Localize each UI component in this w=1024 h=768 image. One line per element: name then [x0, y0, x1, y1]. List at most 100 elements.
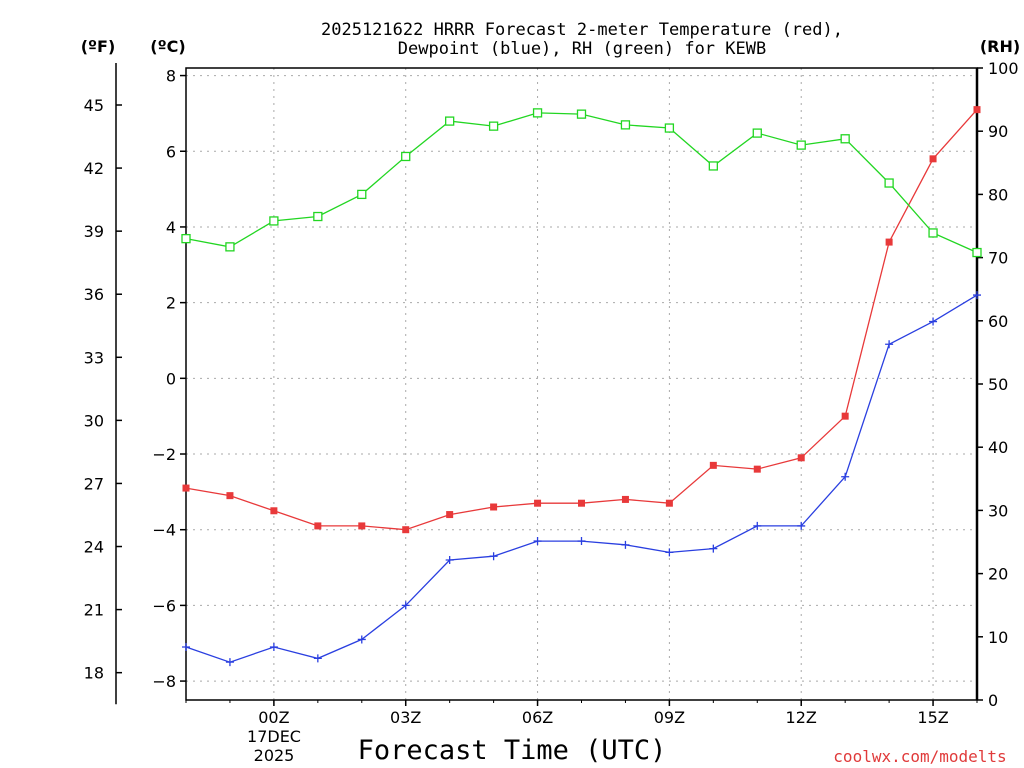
dewpoint-point	[797, 521, 806, 530]
rh-tick-label: 20	[988, 565, 1008, 584]
2-meter-temperature-point	[841, 412, 849, 420]
rh-point	[928, 228, 938, 238]
2-meter-temperature-point	[358, 522, 366, 530]
2-meter-temperature-point	[885, 238, 893, 246]
rh-point	[181, 233, 191, 244]
rh-point	[796, 140, 806, 150]
celsius-tick-label: 0	[166, 369, 176, 388]
celsius-tick-label: −2	[152, 445, 176, 464]
rh-tick-label: 80	[988, 185, 1008, 204]
2-meter-temperature-point	[182, 484, 190, 492]
rh-tick-label: 30	[988, 501, 1008, 520]
2-meter-temperature-point	[665, 499, 673, 507]
celsius-unit-label: (ºC)	[150, 37, 185, 56]
2-meter-temperature-point	[226, 492, 234, 500]
x-tick-label: 12Z	[786, 708, 817, 727]
rh-point	[708, 161, 718, 171]
2-meter-temperature-point	[709, 461, 717, 469]
rh-tick-label: 90	[988, 122, 1008, 141]
rh-point	[445, 116, 455, 126]
rh-point	[620, 120, 631, 130]
2-meter-temperature-point	[578, 499, 585, 507]
dewpoint-point	[313, 654, 322, 663]
fahrenheit-tick-label: 33	[84, 348, 104, 367]
rh-point	[972, 247, 982, 258]
2-meter-temperature-point	[314, 522, 322, 530]
chart-title-line2: Dewpoint (blue), RH (green) for KEWB	[398, 39, 766, 59]
x-tick-label: 15Z	[917, 708, 948, 727]
date-label-line1: 17DEC	[247, 727, 301, 746]
x-tick-label: 00Z	[258, 708, 289, 727]
2-meter-temperature-point	[402, 526, 410, 534]
dewpoint-point	[401, 601, 410, 610]
fahrenheit-tick-label: 30	[84, 411, 104, 430]
dewpoint-point	[929, 317, 938, 326]
rh-tick-label: 10	[988, 628, 1008, 647]
rh-point	[269, 216, 279, 226]
x-tick-label: 09Z	[654, 708, 685, 727]
dewpoint-point	[665, 548, 674, 557]
celsius-tick-label: 4	[166, 218, 176, 237]
celsius-tick-label: −4	[152, 521, 176, 540]
2-meter-temperature-point	[973, 106, 981, 114]
2-meter-temperature-point	[490, 503, 498, 511]
dewpoint-point	[621, 540, 630, 549]
dewpoint-point	[182, 643, 190, 652]
dewpoint-point	[445, 555, 454, 564]
rh-point	[840, 134, 850, 144]
fahrenheit-tick-label: 39	[84, 222, 104, 241]
fahrenheit-tick-label: 42	[84, 159, 104, 178]
x-axis-label: Forecast Time (UTC)	[358, 735, 667, 766]
celsius-tick-label: −8	[152, 672, 176, 691]
rh-point	[225, 242, 235, 252]
2-meter-temperature-point	[534, 499, 542, 507]
rh-tick-label: 50	[988, 375, 1008, 394]
dewpoint-point	[577, 537, 586, 546]
watermark: coolwx.com/modelts	[833, 747, 1006, 766]
2-meter-temperature-point	[929, 155, 937, 163]
x-tick-label: 06Z	[522, 708, 553, 727]
dewpoint-point	[753, 521, 762, 530]
2-meter-temperature-point	[621, 495, 629, 503]
2-meter-temperature-point	[797, 454, 805, 462]
celsius-tick-label: −6	[152, 596, 176, 615]
dewpoint-point	[489, 552, 498, 561]
fahrenheit-tick-label: 27	[84, 474, 104, 493]
rh-point	[313, 211, 323, 222]
x-tick-label: 03Z	[390, 708, 421, 727]
fahrenheit-unit-label: (ºF)	[81, 37, 116, 56]
fahrenheit-tick-label: 36	[84, 285, 104, 304]
data-series	[181, 106, 982, 667]
rh-point	[576, 109, 587, 119]
rh-tick-label: 70	[988, 249, 1008, 268]
rh-point	[532, 108, 543, 118]
dewpoint-point	[269, 643, 278, 652]
rh-point	[884, 178, 894, 188]
rh-line	[185, 112, 978, 254]
rh-point	[664, 123, 675, 133]
date-label-line2: 2025	[254, 746, 295, 765]
dewpoint-point	[973, 291, 981, 300]
fahrenheit-tick-label: 18	[84, 664, 104, 683]
dewpoint-point	[885, 340, 894, 349]
dewpoint-point	[225, 658, 234, 667]
rh-point	[357, 189, 367, 200]
rh-tick-label: 40	[988, 438, 1008, 457]
rh-tick-label: 0	[988, 691, 998, 710]
rh-tick-label: 100	[988, 59, 1019, 78]
celsius-tick-label: 6	[166, 142, 176, 161]
labels: 2025121622 HRRR Forecast 2-meter Tempera…	[81, 20, 1020, 766]
dewpoint-point	[709, 544, 718, 553]
fahrenheit-tick-label: 45	[84, 96, 104, 115]
dewpoint-point	[533, 537, 542, 546]
grid-lines	[186, 68, 977, 700]
fahrenheit-tick-label: 24	[84, 538, 104, 557]
dewpoint-point	[841, 472, 850, 481]
dewpoint-line	[185, 294, 978, 663]
axes: −8−6−4−202468182124273033363942450102030…	[84, 59, 1019, 727]
2-meter-temperature-point	[270, 507, 278, 515]
rh-tick-label: 60	[988, 312, 1008, 331]
rh-point	[401, 151, 411, 162]
2-meter-temperature-point	[446, 511, 454, 519]
